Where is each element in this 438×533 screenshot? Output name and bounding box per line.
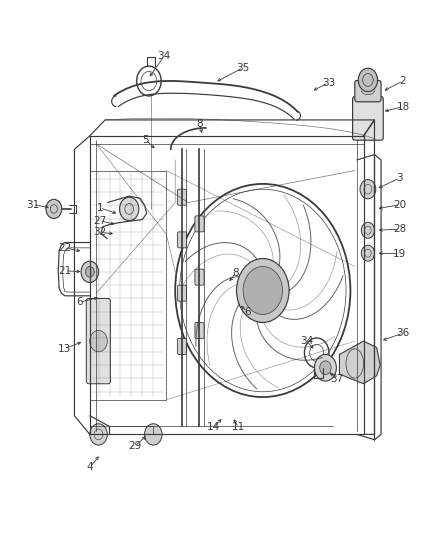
Circle shape [237, 259, 289, 322]
Circle shape [90, 424, 107, 445]
Text: 11: 11 [232, 423, 245, 432]
Text: 14: 14 [207, 423, 220, 432]
FancyBboxPatch shape [86, 298, 110, 384]
FancyBboxPatch shape [177, 338, 187, 354]
Text: 22: 22 [58, 243, 71, 253]
Text: 13: 13 [58, 344, 71, 353]
Circle shape [314, 354, 336, 381]
Circle shape [46, 199, 62, 219]
Text: 32: 32 [93, 228, 106, 237]
Text: 3: 3 [396, 173, 403, 183]
FancyBboxPatch shape [177, 189, 187, 205]
FancyBboxPatch shape [177, 232, 187, 248]
Circle shape [90, 330, 107, 352]
Text: 33: 33 [322, 78, 335, 87]
Circle shape [85, 266, 94, 277]
Text: 6: 6 [244, 307, 251, 317]
Text: 21: 21 [58, 266, 71, 276]
FancyBboxPatch shape [195, 322, 204, 338]
Circle shape [361, 245, 374, 261]
Text: 37: 37 [331, 375, 344, 384]
Text: 27: 27 [93, 216, 106, 225]
Text: 5: 5 [142, 135, 149, 144]
Text: 18: 18 [396, 102, 410, 111]
Text: 36: 36 [396, 328, 410, 338]
FancyBboxPatch shape [177, 285, 187, 301]
Circle shape [145, 424, 162, 445]
Circle shape [320, 361, 331, 375]
Text: 29: 29 [128, 441, 141, 451]
Text: 34: 34 [300, 336, 313, 346]
Polygon shape [339, 341, 380, 384]
Text: 19: 19 [393, 249, 406, 259]
Text: 4: 4 [86, 463, 93, 472]
Circle shape [360, 180, 376, 199]
Text: 31: 31 [26, 200, 39, 209]
FancyBboxPatch shape [195, 269, 204, 285]
Text: 8: 8 [232, 268, 239, 278]
Text: 35: 35 [237, 63, 250, 72]
FancyBboxPatch shape [355, 80, 381, 102]
Circle shape [81, 261, 99, 282]
Circle shape [361, 222, 374, 238]
Text: 8: 8 [196, 119, 203, 128]
Text: 1: 1 [96, 203, 103, 213]
Text: 28: 28 [393, 224, 406, 234]
FancyBboxPatch shape [353, 96, 383, 140]
Circle shape [243, 266, 283, 314]
Text: 2: 2 [399, 76, 406, 86]
Circle shape [120, 197, 139, 221]
Text: 34: 34 [158, 51, 171, 61]
FancyBboxPatch shape [195, 216, 204, 232]
Circle shape [358, 68, 378, 92]
Text: 6: 6 [76, 297, 83, 307]
Text: 20: 20 [393, 200, 406, 209]
